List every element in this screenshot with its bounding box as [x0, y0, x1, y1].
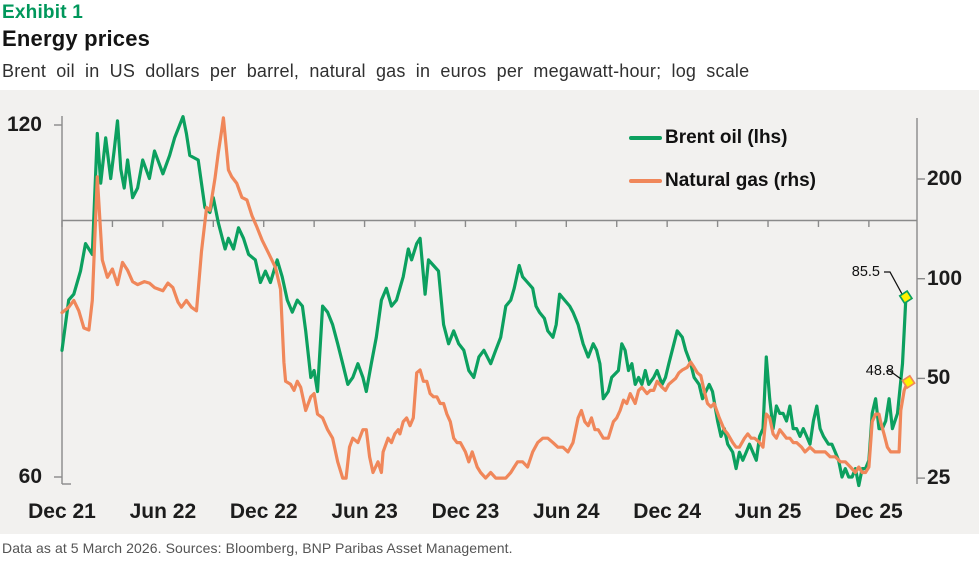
left-axis-label-60: 60: [18, 465, 42, 488]
legend-item-brent-oil: Brent oil (lhs): [629, 126, 889, 150]
x-axis-label-jun-22: Jun 22: [129, 500, 197, 523]
x-axis-label-dec-22: Dec 22: [229, 500, 298, 523]
x-axis-label-jun-24: Jun 24: [533, 500, 600, 523]
left-axis-label-120: 120: [6, 113, 42, 136]
footer-source-note: Data as at 5 March 2026. Sources: Bloomb…: [2, 540, 513, 556]
leader-line-gas: [886, 370, 902, 380]
x-axis-label-dec-25: Dec 25: [835, 500, 903, 523]
brent-end-marker-diamond: [898, 289, 914, 305]
x-axis-label-dec-24: Dec 24: [633, 500, 702, 523]
annotation-value-brent: 85.5: [851, 264, 880, 280]
x-axis-label-dec-23: Dec 23: [431, 500, 500, 523]
x-axis-label-jun-25: Jun 25: [734, 500, 802, 523]
right-axis-label-25: 25: [927, 466, 951, 490]
exhibit-label: Exhibit 1: [2, 2, 83, 23]
annotation-value-gas: 48.8: [865, 363, 894, 379]
brent-oil-line: [60, 114, 908, 488]
chart-background-band: [0, 90, 979, 534]
page-subtitle: Brent oil in US dollars per barrel, natu…: [2, 61, 750, 81]
legend-label: Brent oil (lhs): [665, 127, 788, 148]
x-axis-label-jun-23: Jun 23: [331, 500, 398, 523]
legend-swatch-line: [629, 136, 662, 140]
leader-line-brent: [884, 271, 903, 295]
right-axis-label-50: 50: [927, 366, 951, 390]
natural-gas-line: [60, 116, 910, 480]
page-title: Energy prices: [2, 26, 151, 51]
gas-end-marker-diamond: [901, 374, 916, 390]
legend-label: Natural gas (rhs): [665, 170, 816, 191]
legend-item-natural-gas: Natural gas (rhs): [629, 169, 889, 193]
right-axis-label-200: 200: [927, 167, 963, 190]
legend-swatch-line: [629, 179, 662, 183]
x-axis-label-dec-21: Dec 21: [28, 500, 96, 523]
right-axis-label-100: 100: [927, 266, 963, 290]
